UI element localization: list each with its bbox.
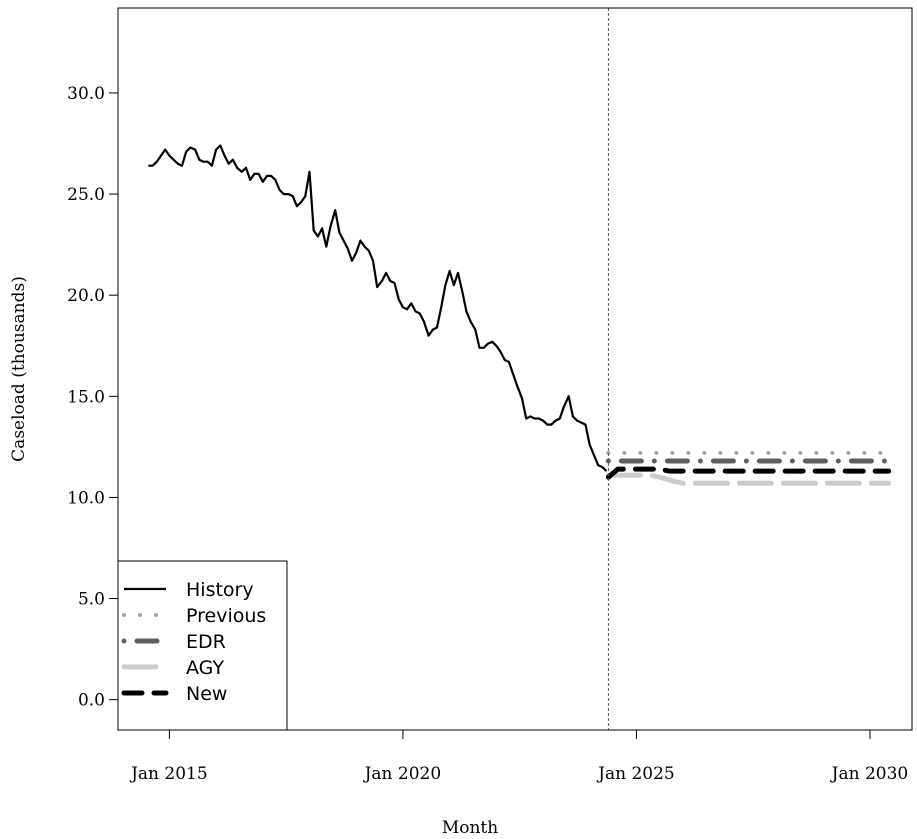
y-tick-label: 25.0 — [67, 185, 105, 205]
y-tick-label: 15.0 — [67, 387, 105, 407]
x-axis-title: Month — [442, 818, 498, 838]
y-axis-title: Caseload (thousands) — [9, 276, 29, 462]
legend-label-new: New — [186, 683, 227, 705]
axis-ticks — [109, 92, 871, 739]
legend: History Previous EDR AGY New — [117, 560, 288, 731]
series-line-agy — [605, 472, 892, 486]
series-layer — [148, 144, 892, 486]
legend-label-agy: AGY — [186, 657, 224, 679]
legend-label-history: History — [186, 579, 254, 601]
plot-frame — [117, 7, 913, 731]
y-tick-label: 0.0 — [78, 691, 105, 711]
series-line-history — [148, 144, 608, 472]
y-tick-labels: 0.0 5.0 10.0 15.0 20.0 25.0 30.0 — [67, 84, 105, 711]
legend-label-previous: Previous — [186, 605, 266, 627]
x-tick-labels: Jan 2015 Jan 2020 Jan 2025 Jan 2030 — [129, 764, 908, 784]
legend-label-edr: EDR — [186, 631, 226, 653]
x-tick-label: Jan 2020 — [363, 764, 442, 784]
y-tick-label: 5.0 — [78, 590, 105, 610]
y-tick-label: 20.0 — [67, 286, 105, 306]
series-line-new — [605, 466, 892, 480]
y-tick-label: 30.0 — [67, 84, 105, 104]
x-tick-label: Jan 2025 — [596, 764, 675, 784]
y-tick-label: 10.0 — [67, 488, 105, 508]
x-tick-label: Jan 2030 — [830, 764, 909, 784]
x-tick-label: Jan 2015 — [129, 764, 208, 784]
